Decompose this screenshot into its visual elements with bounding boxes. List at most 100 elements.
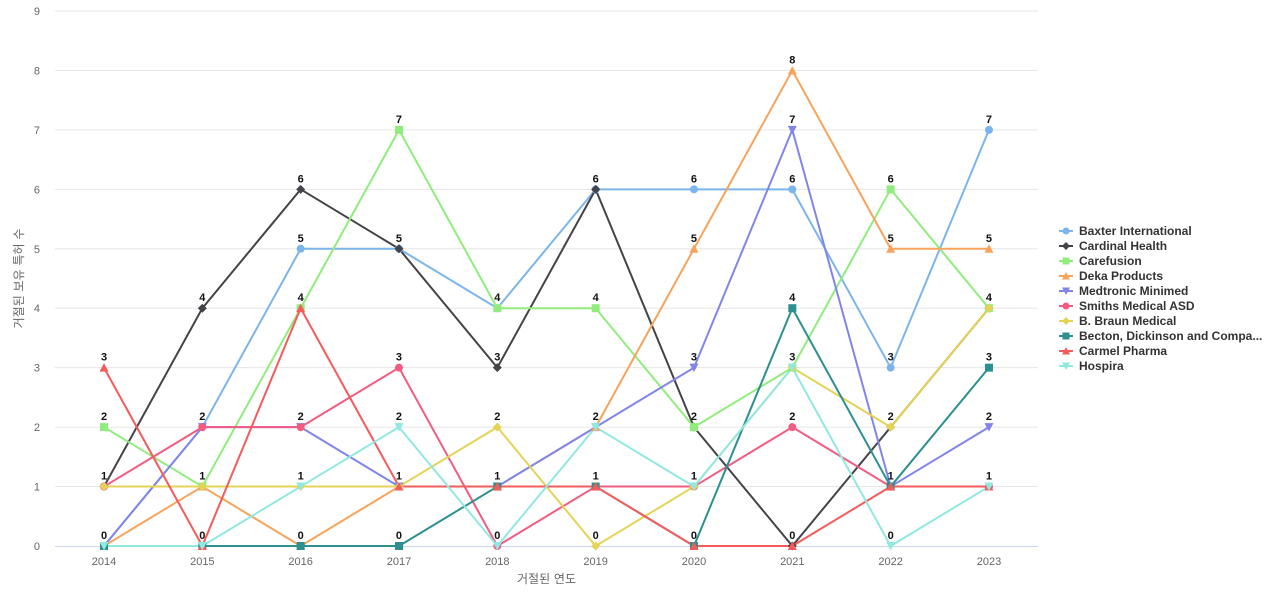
data-point [296, 542, 305, 550]
data-point [394, 423, 404, 432]
data-point [100, 423, 108, 432]
x-tick-label: 2022 [878, 556, 902, 568]
data-point [198, 423, 207, 432]
data-point [689, 423, 698, 432]
data-point [296, 244, 305, 253]
data-label: 3 [396, 352, 402, 364]
series-line-1 [103, 188, 990, 547]
data-point [296, 423, 305, 432]
data-point [197, 482, 207, 492]
data-label: 0 [789, 530, 795, 542]
data-label: 2 [986, 411, 992, 423]
legend-label: Cardinal Health [1079, 239, 1167, 253]
legend-item[interactable]: B. Braun Medical [1059, 314, 1176, 328]
data-label: 5 [298, 233, 304, 245]
y-tick-label: 9 [34, 6, 40, 18]
data-point [591, 184, 601, 194]
data-point [99, 363, 109, 372]
data-point [689, 244, 699, 253]
data-point [492, 422, 502, 432]
x-tick-label: 2016 [288, 556, 312, 568]
y-tick-label: 2 [34, 422, 40, 434]
legend-item[interactable]: Hospira [1059, 359, 1124, 373]
data-point [984, 244, 994, 253]
data-label: 3 [494, 352, 500, 364]
x-tick-label: 2017 [387, 556, 411, 568]
legend-label: Carmel Pharma [1079, 344, 1167, 358]
legend-item[interactable]: Smiths Medical ASD [1059, 299, 1195, 313]
data-point [492, 482, 502, 491]
y-axis-title: 거절된 보유 특허 수 [12, 229, 26, 329]
data-labels: 1 2 3 0 4 2 1 0 6 5 4 2 1 0 7 5 3 2 1 0 4 3 2 1 0 6 4 2 1 0 6 5 3 2 1 0 8 7 6 4… [101, 54, 993, 542]
legend-symbol [1062, 242, 1070, 250]
legend-label: B. Braun Medical [1079, 314, 1176, 328]
data-point [394, 363, 403, 372]
data-label: 4 [986, 292, 993, 304]
data-point [296, 303, 306, 313]
legend-item[interactable]: Becton, Dickinson and Compa... [1059, 329, 1262, 343]
data-point [591, 482, 601, 491]
legend-item[interactable]: Baxter International [1059, 224, 1192, 238]
legend-item[interactable]: Carefusion [1059, 254, 1142, 268]
data-label: 0 [298, 530, 304, 542]
data-point [689, 482, 699, 492]
data-label: 6 [298, 173, 304, 185]
data-point [394, 244, 404, 254]
data-point [99, 542, 109, 551]
legend-symbol [1062, 362, 1070, 370]
data-point [591, 541, 601, 551]
legend-symbol [1062, 257, 1070, 265]
data-point [394, 125, 403, 134]
data-point [788, 423, 797, 432]
data-label: 1 [298, 471, 304, 483]
data-point [788, 304, 797, 313]
legend-symbol [1062, 227, 1070, 235]
data-label: 1 [986, 471, 992, 483]
x-tick-label: 2023 [977, 556, 1001, 568]
data-label: 6 [789, 173, 795, 185]
series-lines [103, 69, 990, 547]
data-point [197, 303, 207, 313]
legend-item[interactable]: Deka Products [1059, 269, 1163, 283]
legend-item[interactable]: Cardinal Health [1059, 239, 1167, 253]
data-point [984, 482, 994, 492]
legend-item[interactable]: Medtronic Minimed [1059, 284, 1188, 298]
data-label: 2 [298, 411, 304, 423]
data-label: 1 [494, 471, 500, 483]
data-label: 7 [986, 114, 992, 126]
data-point [984, 363, 993, 372]
data-label: 8 [789, 54, 795, 66]
legend-symbol [1062, 347, 1070, 355]
data-point [197, 542, 207, 551]
x-tick-label: 2018 [485, 556, 509, 568]
data-label: 3 [888, 352, 894, 364]
data-point [984, 423, 994, 432]
legend-label: Medtronic Minimed [1079, 284, 1188, 298]
data-point [886, 363, 895, 372]
data-point [99, 482, 109, 492]
data-point [984, 125, 993, 134]
legend-label: Hospira [1079, 359, 1124, 373]
data-label: 5 [986, 233, 992, 245]
data-label: 1 [691, 471, 697, 483]
legend-symbol [1062, 317, 1070, 325]
data-label: 3 [691, 352, 697, 364]
data-label: 6 [593, 173, 599, 185]
x-axis-ticks: 2014 2015 2016 2017 2018 2019 2020 2021 2022 2023 [92, 556, 1001, 568]
data-label: 4 [298, 292, 305, 304]
data-label: 2 [101, 411, 107, 423]
data-label: 1 [199, 471, 205, 483]
data-label: 0 [494, 530, 500, 542]
x-tick-label: 2019 [583, 556, 607, 568]
data-label: 0 [691, 530, 697, 542]
data-point [296, 482, 306, 492]
data-point [394, 542, 403, 550]
data-label: 2 [593, 411, 599, 423]
data-point [394, 482, 404, 491]
legend-item[interactable]: Carmel Pharma [1059, 344, 1167, 358]
data-label: 2 [396, 411, 402, 423]
data-label: 5 [691, 233, 697, 245]
